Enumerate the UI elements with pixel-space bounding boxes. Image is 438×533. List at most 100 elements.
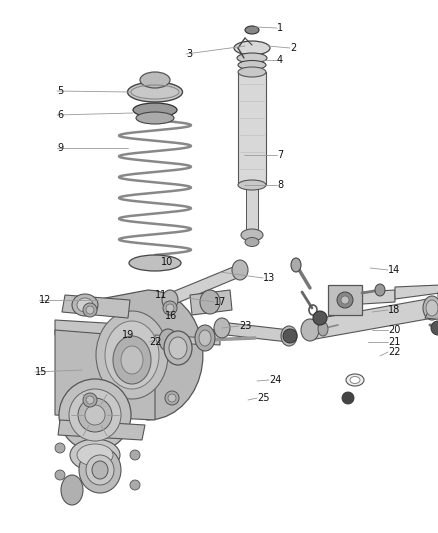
Text: 22: 22 [388, 347, 400, 357]
Text: 12: 12 [39, 295, 51, 305]
Ellipse shape [281, 326, 297, 346]
Text: 19: 19 [122, 330, 134, 340]
Text: 21: 21 [388, 337, 400, 347]
Polygon shape [362, 290, 395, 304]
Ellipse shape [77, 444, 113, 466]
Circle shape [165, 391, 179, 405]
Circle shape [431, 321, 438, 335]
Ellipse shape [96, 311, 168, 399]
Ellipse shape [238, 61, 266, 69]
Text: 6: 6 [57, 110, 63, 120]
Ellipse shape [350, 376, 360, 384]
Polygon shape [310, 298, 433, 340]
Polygon shape [190, 290, 232, 315]
Polygon shape [55, 330, 155, 420]
Ellipse shape [59, 379, 131, 451]
Circle shape [168, 394, 176, 402]
Ellipse shape [234, 41, 270, 55]
Text: 18: 18 [388, 305, 400, 315]
Text: 23: 23 [239, 321, 251, 331]
Text: 1: 1 [277, 23, 283, 33]
Circle shape [342, 392, 354, 404]
Ellipse shape [426, 300, 438, 316]
Circle shape [341, 296, 349, 304]
Ellipse shape [127, 82, 183, 102]
Ellipse shape [72, 294, 98, 316]
Ellipse shape [162, 290, 178, 310]
Polygon shape [246, 180, 258, 230]
Ellipse shape [169, 337, 187, 359]
Text: 8: 8 [277, 180, 283, 190]
Circle shape [283, 329, 297, 343]
Text: 9: 9 [57, 143, 63, 153]
Circle shape [86, 306, 94, 314]
Ellipse shape [78, 398, 112, 432]
Ellipse shape [214, 318, 230, 338]
Text: 20: 20 [388, 325, 400, 335]
Ellipse shape [232, 260, 248, 280]
Polygon shape [165, 265, 242, 306]
Ellipse shape [69, 389, 121, 441]
Text: 17: 17 [214, 297, 226, 307]
Text: 5: 5 [57, 86, 63, 96]
Polygon shape [425, 308, 438, 320]
Ellipse shape [133, 103, 177, 117]
Ellipse shape [241, 229, 263, 241]
Text: 11: 11 [155, 290, 167, 300]
Text: 25: 25 [257, 393, 269, 403]
Ellipse shape [199, 330, 211, 346]
Polygon shape [328, 285, 362, 315]
Ellipse shape [159, 329, 177, 351]
Ellipse shape [245, 238, 259, 246]
Ellipse shape [237, 53, 267, 63]
Ellipse shape [291, 258, 301, 272]
Ellipse shape [85, 405, 105, 425]
Circle shape [55, 443, 65, 453]
Polygon shape [218, 322, 290, 342]
Circle shape [86, 396, 94, 404]
Circle shape [130, 480, 140, 490]
Text: 22: 22 [149, 337, 162, 347]
Ellipse shape [346, 374, 364, 386]
Ellipse shape [113, 336, 151, 384]
Text: 10: 10 [161, 257, 173, 267]
Ellipse shape [92, 461, 108, 479]
Circle shape [166, 304, 174, 312]
Text: 16: 16 [165, 311, 177, 321]
Polygon shape [238, 72, 266, 185]
Text: 24: 24 [269, 375, 281, 385]
Text: 3: 3 [186, 49, 192, 59]
Ellipse shape [195, 325, 215, 351]
Text: 13: 13 [263, 273, 275, 283]
Ellipse shape [301, 319, 319, 341]
Ellipse shape [70, 439, 120, 471]
Ellipse shape [238, 67, 266, 77]
Circle shape [313, 311, 327, 325]
Ellipse shape [318, 322, 328, 336]
Ellipse shape [121, 346, 143, 374]
Ellipse shape [423, 296, 438, 320]
Polygon shape [155, 335, 210, 345]
Text: 15: 15 [35, 367, 47, 377]
Text: 4: 4 [277, 55, 283, 65]
Ellipse shape [61, 475, 83, 505]
Ellipse shape [200, 290, 220, 314]
Ellipse shape [375, 284, 385, 296]
Text: 7: 7 [277, 150, 283, 160]
Ellipse shape [105, 321, 159, 389]
Ellipse shape [86, 455, 114, 485]
Polygon shape [58, 420, 145, 440]
Ellipse shape [140, 72, 170, 88]
Ellipse shape [164, 331, 192, 365]
Ellipse shape [245, 26, 259, 34]
Polygon shape [55, 320, 220, 345]
Ellipse shape [238, 180, 266, 190]
Ellipse shape [136, 112, 174, 124]
Ellipse shape [129, 255, 181, 271]
Circle shape [130, 450, 140, 460]
Ellipse shape [77, 298, 93, 312]
Polygon shape [395, 285, 438, 299]
Polygon shape [95, 290, 203, 420]
Text: 2: 2 [290, 43, 296, 53]
Polygon shape [62, 295, 130, 318]
